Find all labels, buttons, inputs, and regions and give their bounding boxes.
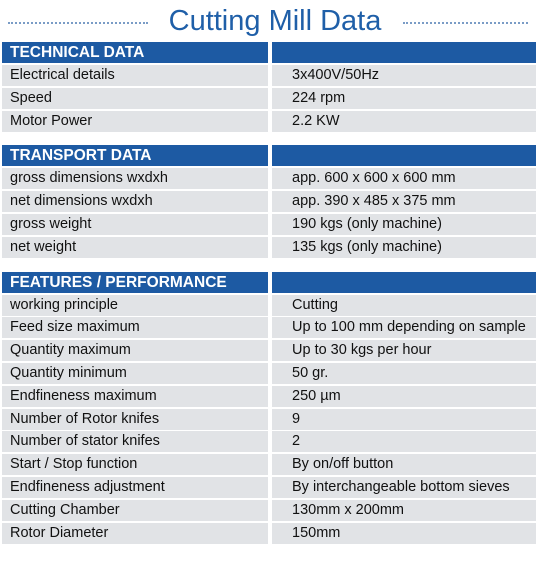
table-row: Quantity maximum Up to 30 kgs per hour <box>2 340 536 362</box>
row-value: 135 kgs (only machine) <box>272 236 536 258</box>
row-label: Endfineness maximum <box>2 385 268 407</box>
row-label: net dimensions wxdxh <box>2 191 268 213</box>
row-label: gross weight <box>2 213 268 235</box>
table-row: gross weight 190 kgs (only machine) <box>2 213 536 235</box>
section-header-bar <box>272 42 536 63</box>
row-value: Cutting <box>272 294 536 316</box>
table-row: Quantity minimum 50 gr. <box>2 362 536 384</box>
row-label: Start / Stop function <box>2 454 268 476</box>
row-label: net weight <box>2 236 268 258</box>
table-row: Start / Stop function By on/off button <box>2 454 536 476</box>
row-label: gross dimensions wxdxh <box>2 168 268 190</box>
table-row: Endfineness adjustment By interchangeabl… <box>2 476 536 498</box>
table-row: Feed size maximum Up to 100 mm depending… <box>2 317 536 339</box>
section-technical-data: TECHNICAL DATA Electrical details 3x400V… <box>2 42 536 132</box>
row-value: app. 390 x 485 x 375 mm <box>272 191 536 213</box>
row-label: Number of stator knifes <box>2 431 268 453</box>
row-value: 250 µm <box>272 385 536 407</box>
section-heading: TRANSPORT DATA <box>2 145 268 167</box>
table-row: Endfineness maximum 250 µm <box>2 385 536 407</box>
row-value: 2 <box>272 431 536 453</box>
row-value: 190 kgs (only machine) <box>272 213 536 235</box>
row-value: 3x400V/50Hz <box>272 65 536 86</box>
table-row: Motor Power 2.2 KW <box>2 110 536 132</box>
row-label: Speed <box>2 87 268 109</box>
row-value: 9 <box>272 408 536 430</box>
title-dotted-rule-left <box>8 22 148 24</box>
row-label: Motor Power <box>2 110 268 132</box>
table-row: gross dimensions wxdxh app. 600 x 600 x … <box>2 168 536 190</box>
section-header-bar <box>272 145 536 167</box>
section-header-bar <box>272 271 536 293</box>
table-row: Number of Rotor knifes 9 <box>2 408 536 430</box>
page-title: Cutting Mill Data <box>168 5 382 37</box>
section-header: TECHNICAL DATA <box>2 42 536 63</box>
table-row: working principle Cutting <box>2 294 536 316</box>
row-value: 50 gr. <box>272 362 536 384</box>
table-row: net weight 135 kgs (only machine) <box>2 236 536 258</box>
section-heading: FEATURES / PERFORMANCE <box>2 271 268 293</box>
row-label: Quantity minimum <box>2 362 268 384</box>
row-label: Endfineness adjustment <box>2 476 268 498</box>
row-value: By interchangeable bottom sieves <box>272 476 536 498</box>
row-label: Rotor Diameter <box>2 522 268 544</box>
row-value: app. 600 x 600 x 600 mm <box>272 168 536 190</box>
title-row: Cutting Mill Data <box>0 0 536 42</box>
row-value: By on/off button <box>272 454 536 476</box>
row-label: Cutting Chamber <box>2 499 268 521</box>
table-row: Speed 224 rpm <box>2 87 536 109</box>
row-label: working principle <box>2 294 268 316</box>
table-row: Rotor Diameter 150mm <box>2 522 536 544</box>
row-value: 224 rpm <box>272 87 536 109</box>
table-row: Number of stator knifes 2 <box>2 431 536 453</box>
row-value: 150mm <box>272 522 536 544</box>
table-row: Cutting Chamber 130mm x 200mm <box>2 499 536 521</box>
section-transport-data: TRANSPORT DATA gross dimensions wxdxh ap… <box>2 145 536 258</box>
row-label: Feed size maximum <box>2 317 268 339</box>
section-header: FEATURES / PERFORMANCE <box>2 271 536 293</box>
row-value: Up to 100 mm depending on sample <box>272 317 536 339</box>
table-row: Electrical details 3x400V/50Hz <box>2 65 536 86</box>
title-dotted-rule-right <box>403 22 528 24</box>
row-value: 2.2 KW <box>272 110 536 132</box>
section-header: TRANSPORT DATA <box>2 145 536 167</box>
section-features-performance: FEATURES / PERFORMANCE working principle… <box>2 271 536 544</box>
row-label: Quantity maximum <box>2 340 268 362</box>
section-heading: TECHNICAL DATA <box>2 42 268 63</box>
row-value: Up to 30 kgs per hour <box>272 340 536 362</box>
row-value: 130mm x 200mm <box>272 499 536 521</box>
table-row: net dimensions wxdxh app. 390 x 485 x 37… <box>2 191 536 213</box>
row-label: Electrical details <box>2 65 268 86</box>
row-label: Number of Rotor knifes <box>2 408 268 430</box>
